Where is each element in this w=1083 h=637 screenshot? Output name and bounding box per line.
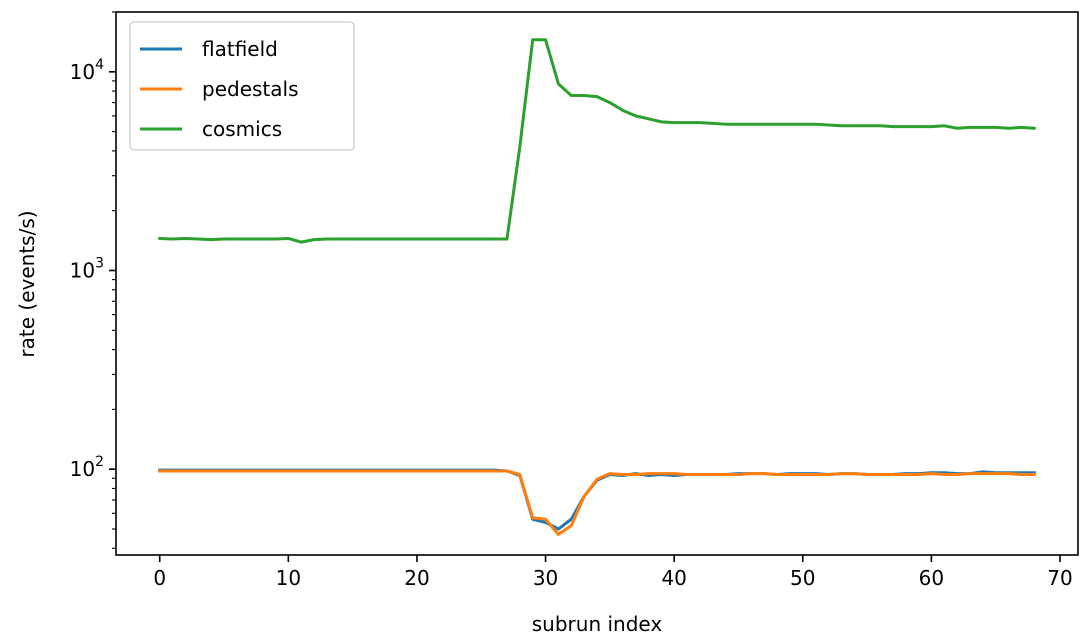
y-axis: 102 103 104 — [70, 11, 116, 549]
legend: flatfield pedestals cosmics — [129, 21, 355, 151]
series-line-cosmics — [158, 38, 1036, 244]
y-tick-label-1000: 103 — [70, 256, 104, 283]
x-axis: 0 10 20 30 40 50 60 70 — [115, 11, 1079, 590]
x-tick-label-20: 20 — [404, 566, 429, 590]
legend-label-cosmics: cosmics — [202, 117, 282, 141]
x-tick-label-50: 50 — [790, 566, 815, 590]
x-tick-label-10: 10 — [276, 566, 301, 590]
x-tick-label-0: 0 — [153, 566, 166, 590]
x-tick-label-40: 40 — [661, 566, 686, 590]
legend-label-pedestals: pedestals — [202, 77, 299, 101]
x-tick-label-70: 70 — [1047, 566, 1072, 590]
series-layer — [158, 38, 1036, 536]
y-axis-label: rate (events/s) — [15, 210, 39, 357]
x-axis-label: subrun index — [532, 612, 663, 636]
y-tick-label-100: 102 — [70, 454, 104, 481]
series-line-pedestals — [158, 469, 1036, 536]
y-tick-label-10000: 104 — [70, 57, 104, 84]
x-tick-label-30: 30 — [533, 566, 558, 590]
x-tick-label-60: 60 — [919, 566, 944, 590]
legend-box — [129, 21, 355, 151]
legend-label-flatfield: flatfield — [202, 37, 278, 61]
plot-frame — [115, 11, 1079, 556]
